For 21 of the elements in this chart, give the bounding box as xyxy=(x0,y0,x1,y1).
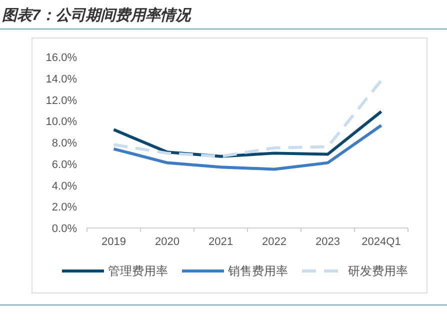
y-tick-label: 8.0% xyxy=(52,138,78,150)
line-series xyxy=(112,79,383,158)
y-tick-label: 2.0% xyxy=(52,202,78,214)
x-tick-label: 2019 xyxy=(102,236,126,248)
chart-title: 图表7：公司期间费用率情况 xyxy=(2,6,192,24)
y-tick-label: 16.0% xyxy=(46,52,78,64)
x-tick-label: 2021 xyxy=(208,236,233,248)
line-series xyxy=(112,124,383,171)
y-tick-label: 14.0% xyxy=(46,73,78,86)
y-tick-label: 6.0% xyxy=(52,158,78,171)
x-tick-label: 2020 xyxy=(155,236,180,248)
y-tick-label: 10.0% xyxy=(46,116,78,128)
x-tick-label: 2024Q1 xyxy=(362,236,401,248)
legend-label: 研发费用率 xyxy=(348,264,408,278)
y-tick-label: 12.0% xyxy=(46,94,78,107)
x-tick-label: 2023 xyxy=(316,236,340,248)
legend-label: 销售费用率 xyxy=(227,264,288,278)
x-tick-label: 2022 xyxy=(262,236,286,248)
y-tick-label: 4.0% xyxy=(52,180,78,192)
y-tick-label: 0.0% xyxy=(52,223,78,235)
legend-label: 管理费用率 xyxy=(108,264,168,278)
